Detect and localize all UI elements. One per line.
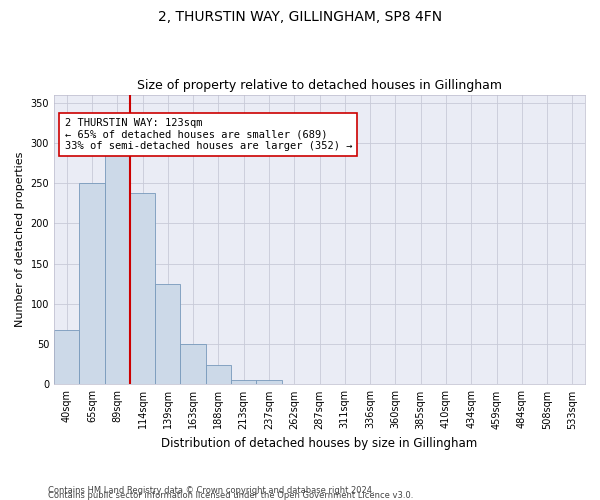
Bar xyxy=(104,150,130,384)
Text: Contains public sector information licensed under the Open Government Licence v3: Contains public sector information licen… xyxy=(48,491,413,500)
Text: Contains HM Land Registry data © Crown copyright and database right 2024.: Contains HM Land Registry data © Crown c… xyxy=(48,486,374,495)
Bar xyxy=(54,330,79,384)
X-axis label: Distribution of detached houses by size in Gillingham: Distribution of detached houses by size … xyxy=(161,437,478,450)
Bar xyxy=(206,365,231,384)
Text: 2 THURSTIN WAY: 123sqm
← 65% of detached houses are smaller (689)
33% of semi-de: 2 THURSTIN WAY: 123sqm ← 65% of detached… xyxy=(65,118,352,151)
Title: Size of property relative to detached houses in Gillingham: Size of property relative to detached ho… xyxy=(137,79,502,92)
Y-axis label: Number of detached properties: Number of detached properties xyxy=(15,152,25,327)
Bar xyxy=(79,183,104,384)
Bar xyxy=(181,344,206,385)
Bar xyxy=(155,284,181,384)
Bar xyxy=(256,380,281,384)
Bar xyxy=(130,193,155,384)
Text: 2, THURSTIN WAY, GILLINGHAM, SP8 4FN: 2, THURSTIN WAY, GILLINGHAM, SP8 4FN xyxy=(158,10,442,24)
Bar xyxy=(231,380,256,384)
